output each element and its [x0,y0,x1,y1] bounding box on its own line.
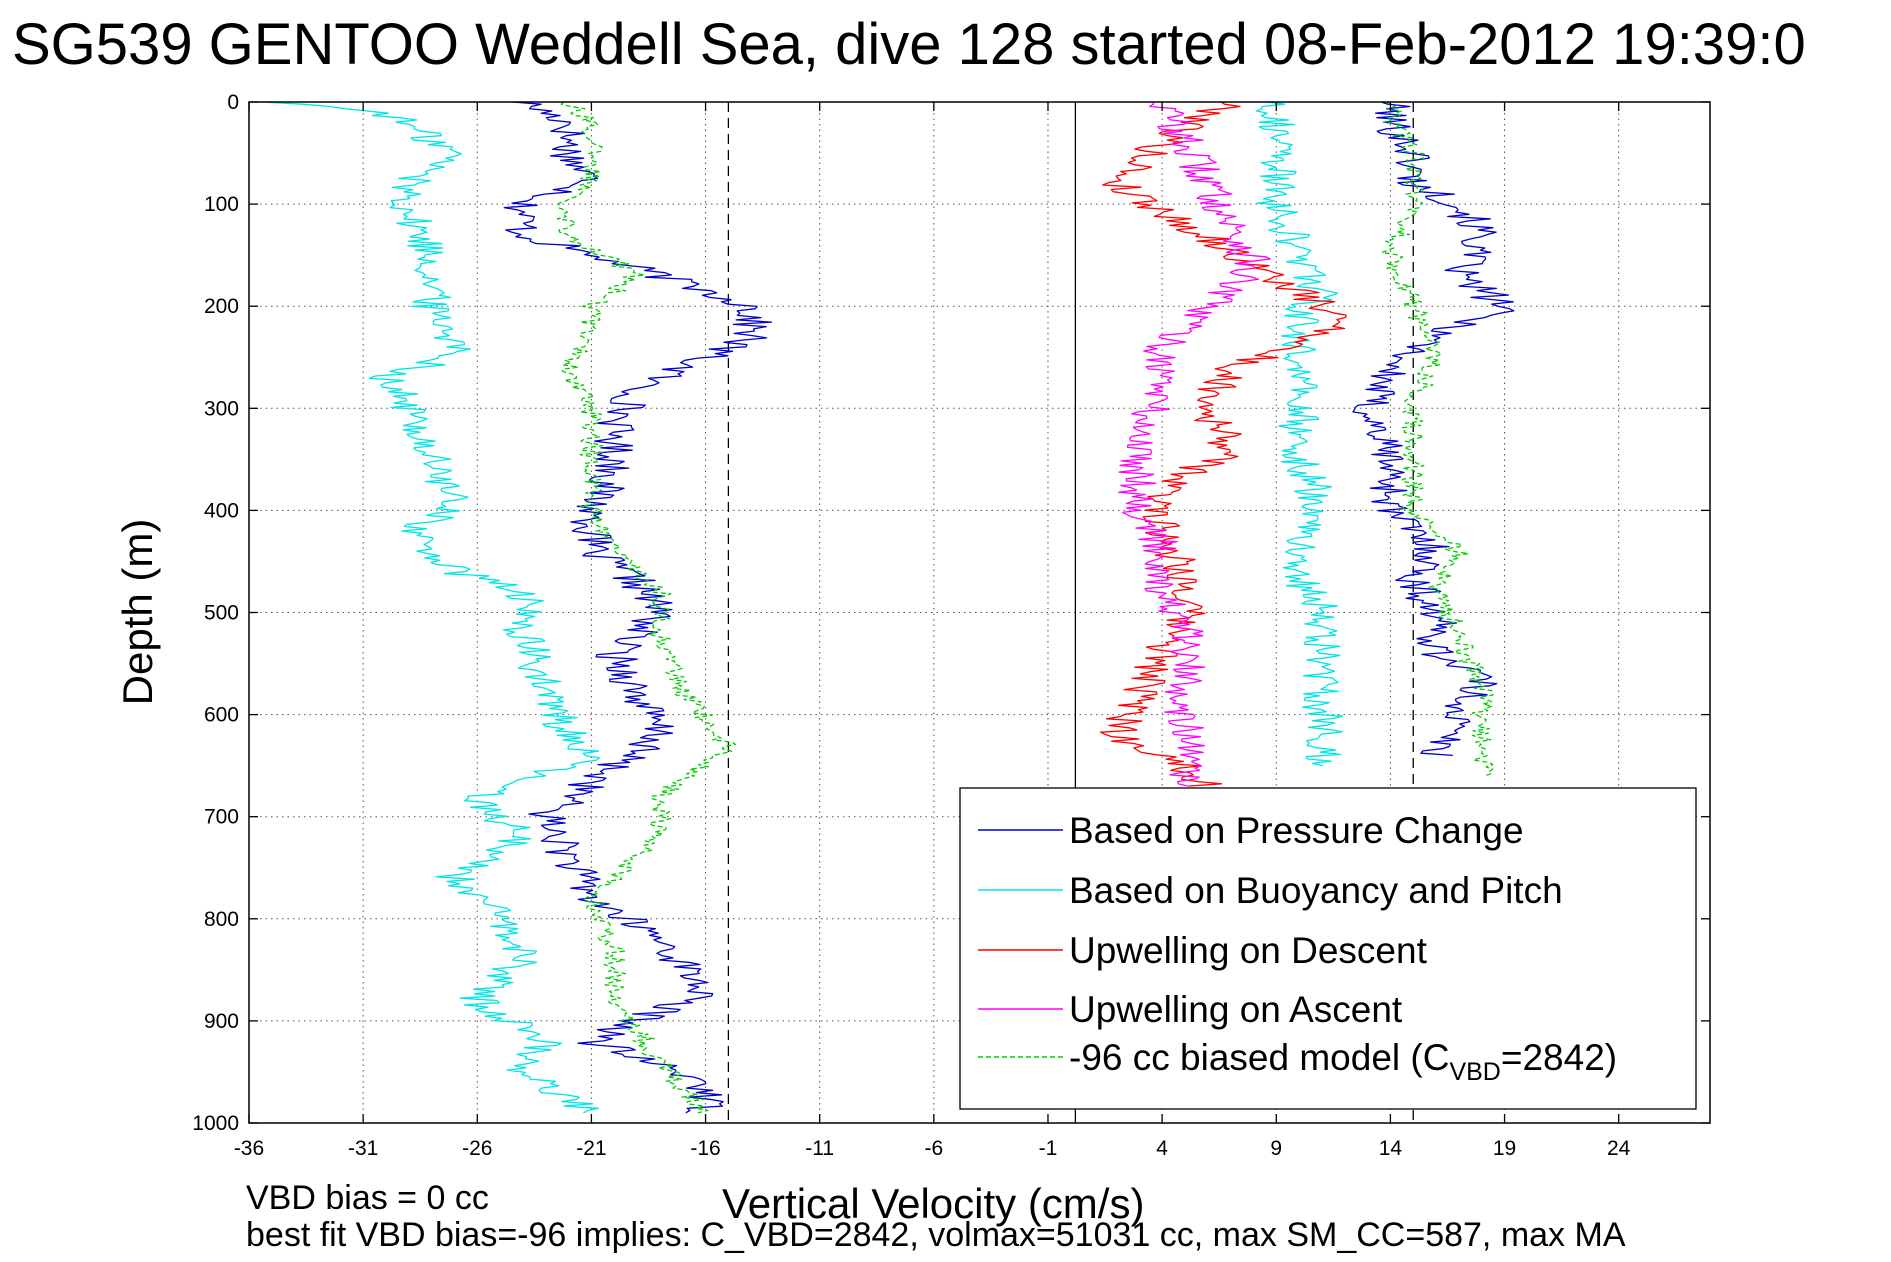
y-tick-label: 800 [204,908,239,931]
x-tick-label: 9 [1270,1137,1282,1160]
legend-label-96-cc-biased-model-c-vbd-2842: -96 cc biased model (CVBD=2842) [1069,1037,1617,1086]
y-tick-label: 1000 [192,1112,239,1135]
y-tick-label: 900 [204,1010,239,1033]
x-tick-label: -11 [805,1137,834,1160]
y-tick-label: 0 [227,91,239,114]
y-tick-label: 100 [204,193,239,216]
series-line [1118,101,1272,787]
series-line [261,101,601,1114]
x-tick-label: -21 [576,1137,606,1160]
y-tick-label: 700 [204,806,239,829]
x-tick-label: 14 [1379,1137,1403,1160]
y-tick-label: 200 [204,295,239,318]
x-axis-label: Vertical Velocity (cm/s) [722,1180,1144,1227]
footer-line-2: best fit VBD bias=-96 implies: C_VBD=284… [246,1216,1626,1254]
y-tick-label: 600 [204,704,239,727]
legend-label-based-on-pressure-change: Based on Pressure Change [1069,810,1524,851]
y-tick-label: 500 [204,602,239,625]
series-line-ascent [1352,101,1515,757]
series-based-on-buoyancy-and-pitch [261,101,1344,1114]
y-tick-label: 400 [204,499,239,522]
series-upwelling-on-descent [1099,101,1347,787]
x-tick-label: -6 [925,1137,944,1160]
series-layer [261,101,1515,1114]
legend: Based on Pressure Change Based on Buoyanc… [959,787,1697,1110]
footer-line-1: VBD bias = 0 cc [246,1179,489,1217]
series-line [1099,101,1347,787]
x-tick-label: -1 [1039,1137,1058,1160]
x-tick-label: 19 [1493,1137,1516,1160]
chart-title: SG539 GENTOO Weddell Sea, dive 128 start… [12,12,1806,77]
x-tick-label: 4 [1156,1137,1168,1160]
x-tick-label: -36 [234,1137,264,1160]
series-upwelling-on-ascent [1118,101,1272,787]
legend-box [959,787,1697,1110]
series-line-ascent [1381,101,1494,777]
y-tick-label: 300 [204,397,239,420]
series-line [556,101,737,1114]
series-based-on-pressure-change [503,101,1515,1114]
x-tick-label: -26 [462,1137,492,1160]
series-96-cc-biased-model-c-vbd-2842 [556,101,1494,1114]
x-tick-label: -16 [690,1137,720,1160]
y-axis: 0 100 200 300 400 500 600 700 800 900 1000 [192,91,1710,1135]
legend-label-based-on-buoyancy-and-pitch: Based on Buoyancy and Pitch [1069,870,1563,911]
y-axis-label: Depth (m) [114,519,161,706]
legend-label-upwelling-on-descent: Upwelling on Descent [1069,930,1428,971]
x-axis: -36 -31 -26 -21 -16 -11 -6 -1 4 9 14 19 24 [234,102,1631,1160]
series-line [503,101,773,1114]
legend-label-upwelling-on-ascent: Upwelling on Ascent [1069,989,1403,1030]
x-tick-label: 24 [1607,1137,1631,1160]
series-line-ascent [1255,101,1344,767]
x-tick-label: -31 [348,1137,378,1160]
